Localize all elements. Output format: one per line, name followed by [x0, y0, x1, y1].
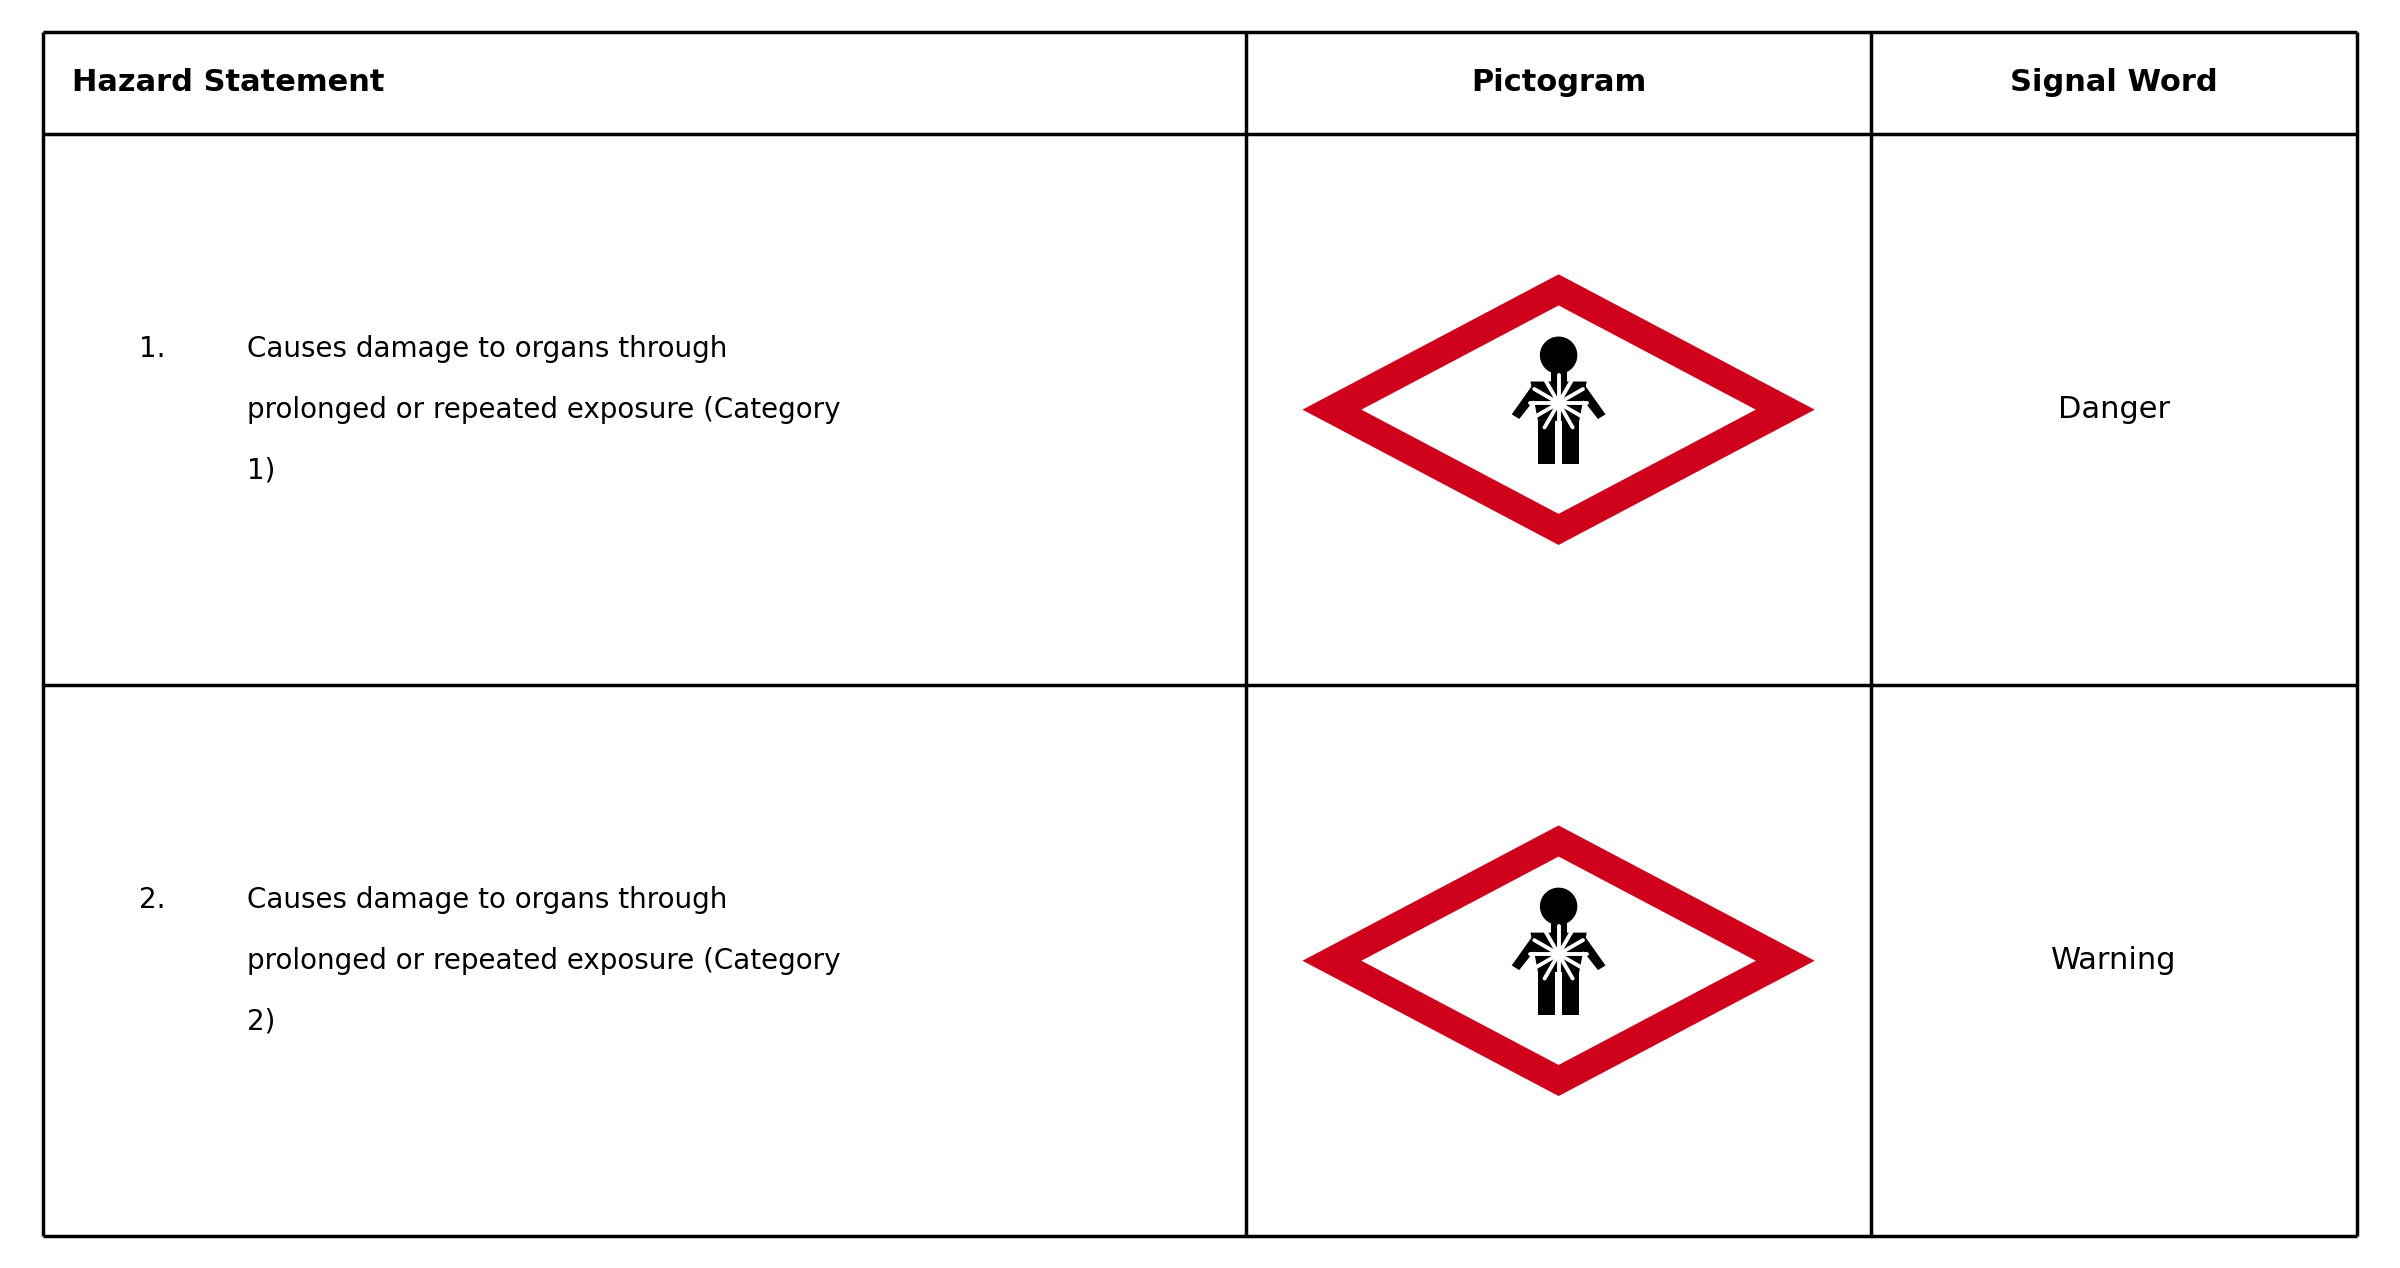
- Text: Hazard Statement: Hazard Statement: [72, 68, 384, 98]
- Polygon shape: [1550, 922, 1567, 933]
- Text: Danger: Danger: [2057, 396, 2170, 424]
- Text: prolonged or repeated exposure (Category: prolonged or repeated exposure (Category: [247, 947, 840, 975]
- Polygon shape: [1512, 385, 1541, 418]
- Text: Signal Word: Signal Word: [2011, 68, 2218, 98]
- Polygon shape: [1303, 825, 1814, 1096]
- Polygon shape: [1550, 370, 1567, 382]
- Polygon shape: [1553, 397, 1565, 410]
- Polygon shape: [1577, 385, 1606, 418]
- Polygon shape: [1541, 336, 1577, 374]
- Polygon shape: [1541, 888, 1577, 926]
- Polygon shape: [1361, 306, 1757, 514]
- Polygon shape: [1361, 857, 1757, 1065]
- Text: Warning: Warning: [2052, 946, 2177, 975]
- Polygon shape: [1562, 973, 1579, 1016]
- Polygon shape: [1538, 973, 1555, 1016]
- Text: 2): 2): [247, 1008, 276, 1036]
- Polygon shape: [1562, 421, 1579, 464]
- Polygon shape: [1538, 421, 1555, 464]
- Polygon shape: [1531, 933, 1586, 973]
- Text: Causes damage to organs through: Causes damage to organs through: [247, 886, 727, 914]
- Text: prolonged or repeated exposure (Category: prolonged or repeated exposure (Category: [247, 396, 840, 424]
- Polygon shape: [1303, 274, 1814, 545]
- Text: 1): 1): [247, 456, 276, 484]
- Polygon shape: [1512, 936, 1541, 970]
- Text: 2.: 2.: [139, 886, 166, 914]
- Polygon shape: [1531, 382, 1586, 421]
- Polygon shape: [1577, 936, 1606, 970]
- Text: 1.: 1.: [139, 335, 166, 363]
- Text: Pictogram: Pictogram: [1471, 68, 1646, 98]
- Polygon shape: [1553, 948, 1565, 960]
- Text: Causes damage to organs through: Causes damage to organs through: [247, 335, 727, 363]
